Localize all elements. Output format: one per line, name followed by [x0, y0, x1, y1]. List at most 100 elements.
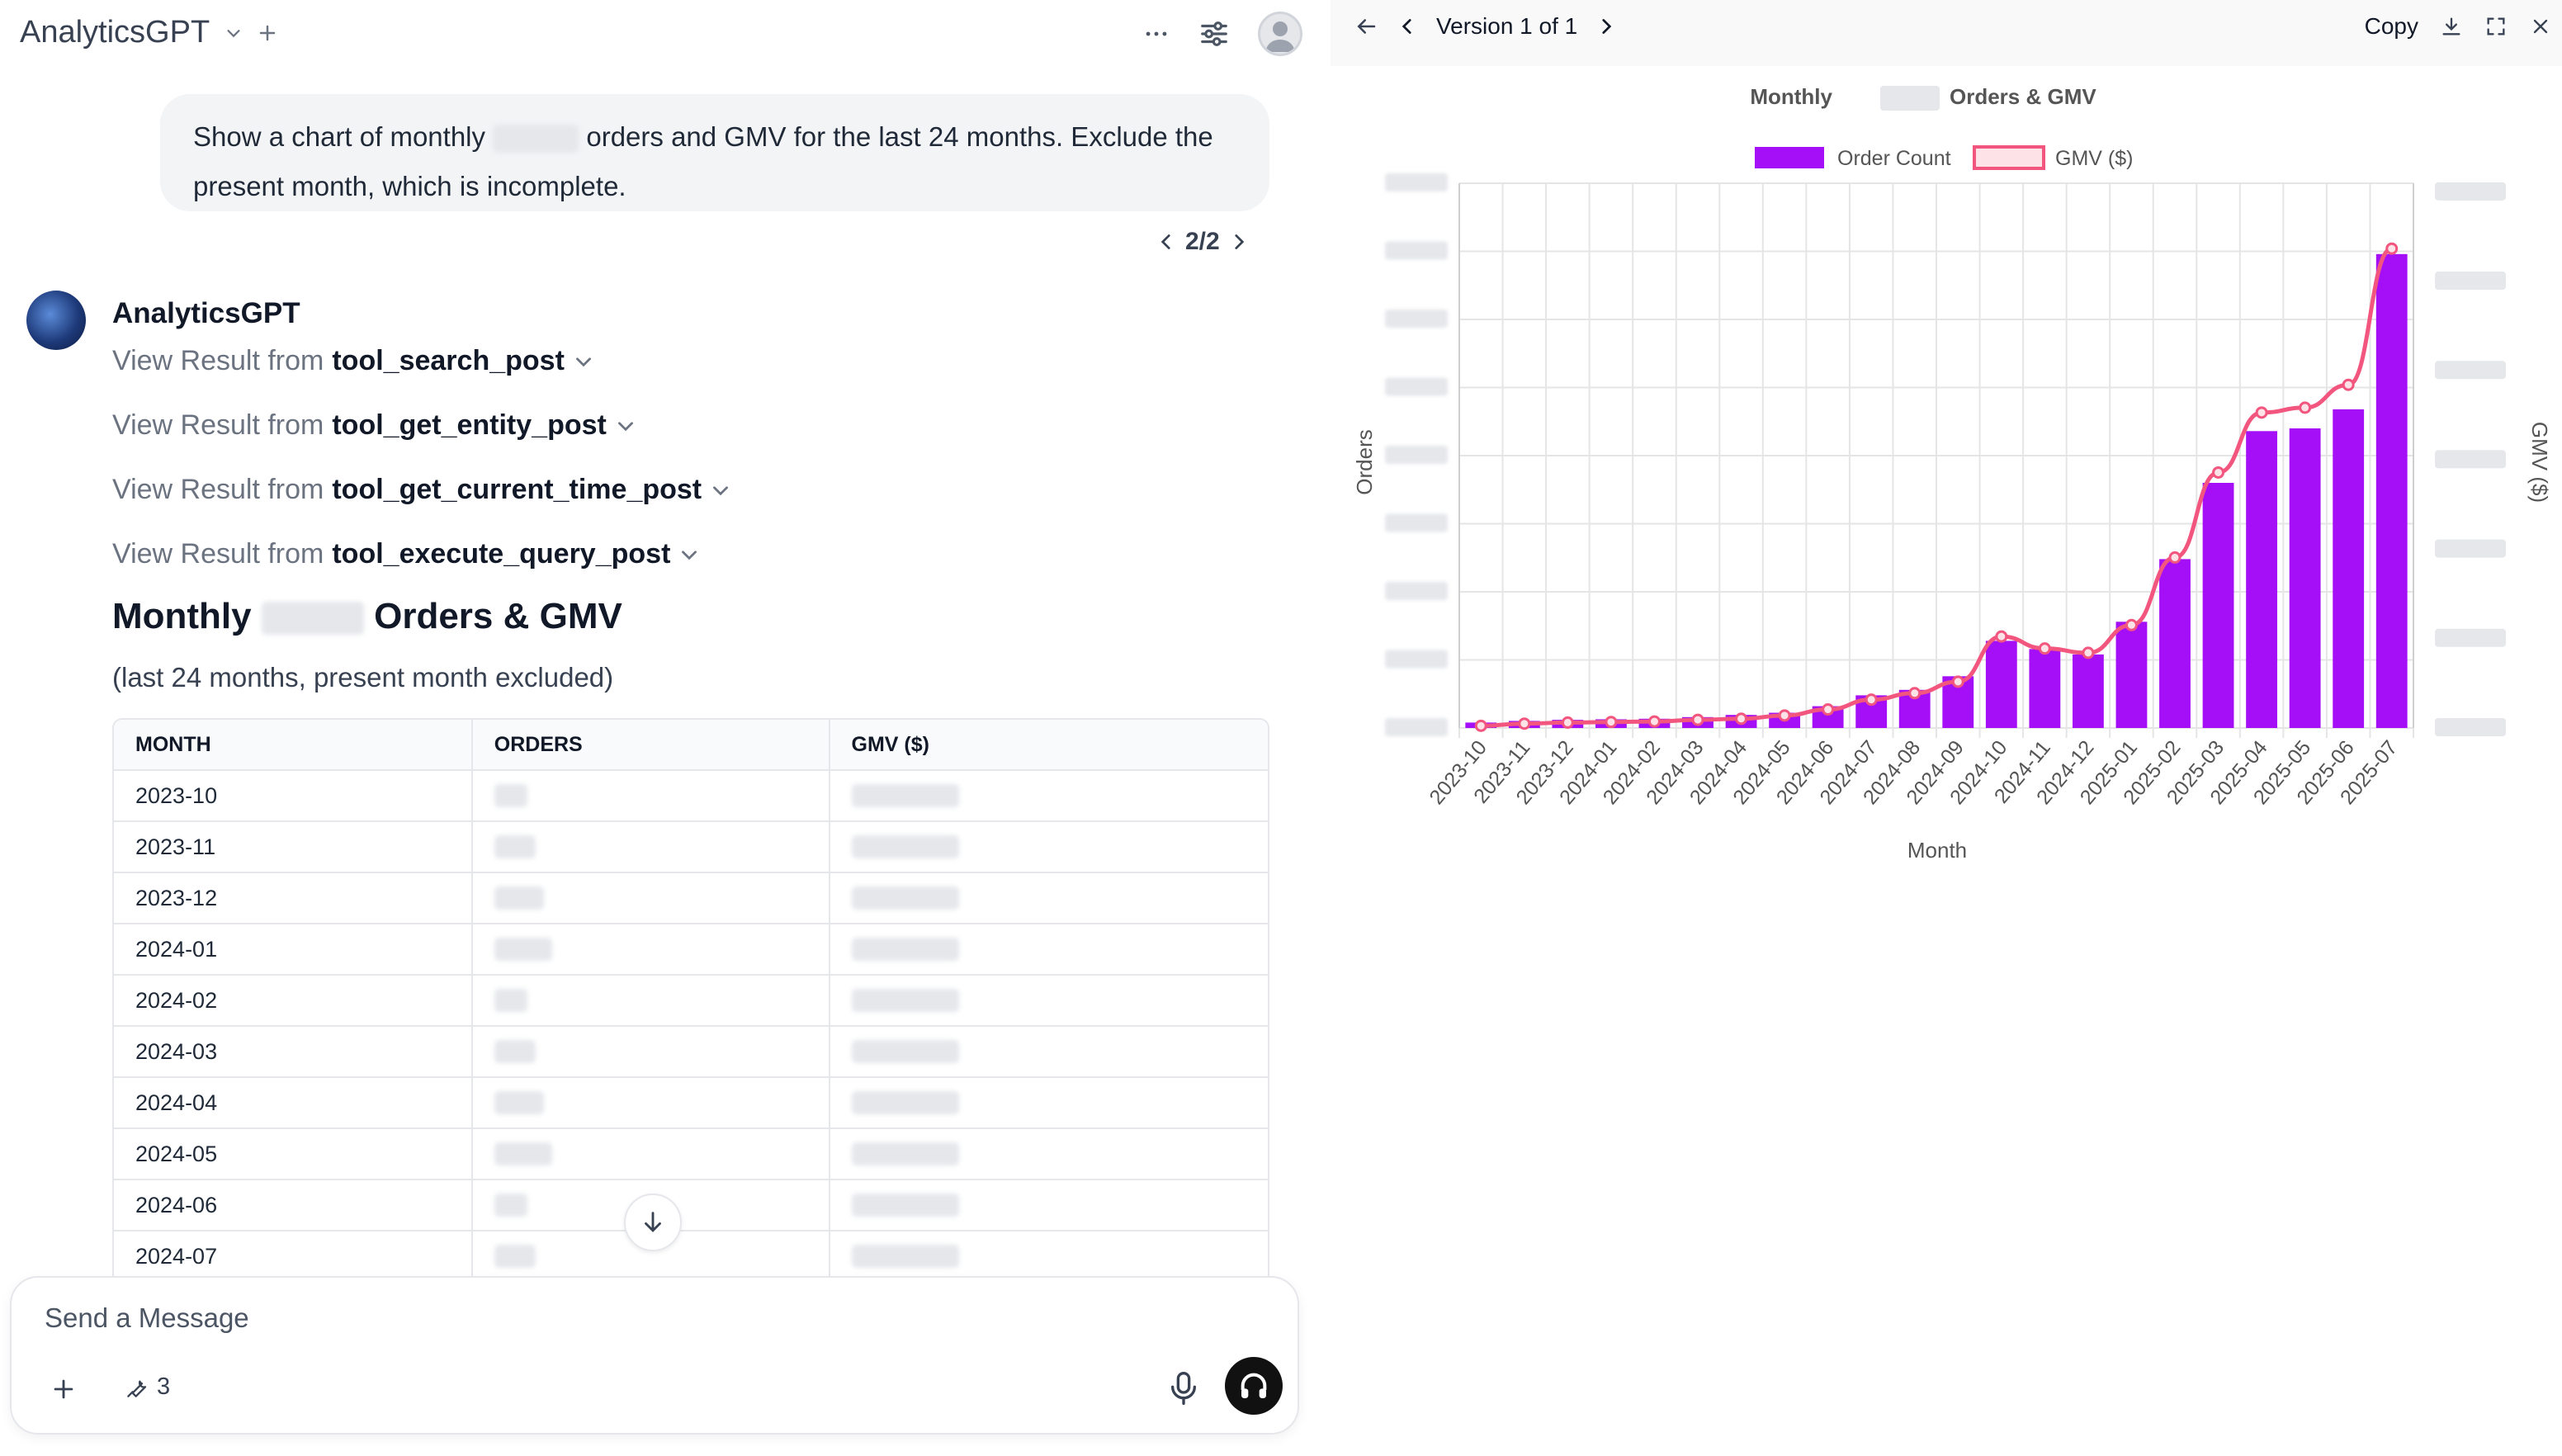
bar-order-count [1985, 641, 2017, 728]
tool-name: tool_search_post [332, 345, 565, 376]
redacted-text [261, 602, 364, 636]
more-options-icon[interactable] [1142, 20, 1170, 48]
y-tick-left-redacted [1385, 310, 1448, 328]
legend-label-gmv: GMV ($) [2055, 147, 2133, 170]
redacted-value [494, 1040, 536, 1063]
chevron-right-icon[interactable] [1595, 16, 1617, 37]
tool-result-prefix: View Result from [112, 345, 324, 376]
tool-result-toggle[interactable]: View Result from tool_get_entity_post [112, 409, 636, 442]
chart-legend: Order Count GMV ($) [1755, 145, 2133, 170]
x-axis-label: Month [1907, 838, 1967, 863]
pager-label: 2/2 [1185, 228, 1220, 255]
chevron-down-icon[interactable] [573, 351, 594, 372]
scroll-to-bottom-button[interactable] [624, 1194, 682, 1251]
artifact-nav: Version 1 of 1 [1354, 13, 1617, 40]
chat-panel: AnalyticsGPT Show [0, 0, 1331, 1435]
table-row: 2023-12 [114, 873, 1268, 924]
gmv-point [1561, 716, 1574, 729]
copy-button[interactable]: Copy [2364, 13, 2418, 39]
tool-result-toggle[interactable]: View Result from tool_execute_query_post [112, 538, 700, 570]
chevron-down-icon[interactable] [678, 544, 700, 565]
redacted-value [851, 989, 959, 1012]
y-tick-left-redacted [1385, 377, 1448, 396]
gmv-cell [830, 976, 1268, 1025]
chevron-down-icon[interactable] [225, 24, 243, 42]
version-label: Version 1 of 1 [1436, 13, 1578, 39]
chevron-right-icon[interactable] [1228, 231, 1250, 253]
y-tick-right-redacted [2435, 539, 2506, 558]
month-cell: 2024-03 [114, 1027, 473, 1076]
y-tick-right-redacted [2435, 450, 2506, 469]
microphone-icon[interactable] [1167, 1369, 1200, 1408]
table-row: 2024-07 [114, 1231, 1268, 1283]
gmv-cell [830, 1129, 1268, 1179]
y-tick-right-redacted [2435, 361, 2506, 380]
y-axis-right-label: GMV ($) [2527, 422, 2552, 503]
month-cell: 2024-02 [114, 976, 473, 1025]
gmv-cell [830, 1027, 1268, 1076]
redacted-value [494, 1091, 544, 1114]
orders-cell [473, 1027, 830, 1076]
redacted-value [494, 938, 552, 961]
redacted-value [851, 1142, 959, 1165]
tool-result-prefix: View Result from [112, 474, 324, 505]
gmv-point [2212, 466, 2225, 479]
redacted-value [851, 1091, 959, 1114]
chevron-down-icon[interactable] [615, 415, 636, 437]
gmv-point [2168, 551, 2181, 564]
gmv-cell [830, 1078, 1268, 1127]
y-tick-left-redacted [1385, 241, 1448, 260]
gmv-point [2385, 242, 2399, 255]
chevron-left-icon[interactable] [1156, 231, 1177, 253]
redacted-value [851, 1040, 959, 1063]
gmv-point [1908, 687, 1922, 700]
chevron-down-icon[interactable] [710, 480, 731, 501]
chat-topbar: AnalyticsGPT [0, 0, 1331, 68]
gmv-point [1735, 712, 1748, 726]
message-input[interactable] [45, 1302, 1118, 1334]
gmv-point [2342, 378, 2355, 391]
arrow-left-icon[interactable] [1354, 14, 1378, 39]
table-row: 2024-03 [114, 1027, 1268, 1078]
orders-cell [473, 976, 830, 1025]
table-row: 2024-01 [114, 924, 1268, 976]
tools-button[interactable]: 3 [124, 1373, 170, 1401]
table-row: 2023-11 [114, 822, 1268, 873]
voice-mode-button[interactable] [1225, 1357, 1283, 1415]
bar-order-count [2115, 622, 2148, 728]
redacted-value [494, 784, 527, 807]
table-row: 2024-06 [114, 1180, 1268, 1231]
redacted-value [494, 835, 536, 858]
add-model-icon[interactable] [258, 23, 277, 43]
plus-icon[interactable] [50, 1375, 78, 1403]
gmv-point [1865, 693, 1878, 707]
assistant-avatar [26, 291, 86, 350]
tool-result-toggle[interactable]: View Result from tool_get_current_time_p… [112, 474, 731, 506]
gmv-cell [830, 822, 1268, 872]
chevron-left-icon[interactable] [1397, 16, 1418, 37]
orders-gmv-chart: Monthly Orders & GMV Order Count GMV ($)… [1352, 84, 2552, 863]
expand-icon[interactable] [2484, 15, 2508, 38]
headphones-icon [1241, 1373, 1267, 1398]
result-heading-end: Orders & GMV [374, 596, 622, 636]
gmv-point [1605, 716, 1618, 729]
orders-cell [473, 822, 830, 872]
redacted-value [494, 989, 527, 1012]
user-avatar[interactable] [1258, 12, 1302, 56]
gmv-point [1822, 703, 1835, 716]
table-row: 2024-02 [114, 976, 1268, 1027]
controls-sliders-icon[interactable] [1198, 18, 1230, 50]
x-axis-tick-labels: 2023-102023-112023-122024-012024-022024-… [1425, 736, 2402, 809]
redacted-value [851, 886, 959, 910]
results-table: MONTH ORDERS GMV ($) 2023-10 2023-11 2023-… [112, 718, 1269, 1284]
redacted-text [1880, 86, 1940, 111]
gmv-point [2255, 406, 2268, 419]
close-icon[interactable] [2529, 15, 2552, 38]
y-tick-left-redacted [1385, 582, 1448, 600]
model-selector[interactable]: AnalyticsGPT [20, 15, 277, 50]
user-message-bubble: Show a chart of monthly orders and GMV f… [160, 94, 1269, 211]
month-cell: 2023-10 [114, 771, 473, 820]
line-series-gmv [1474, 242, 2399, 732]
download-icon[interactable] [2440, 15, 2463, 38]
tool-result-toggle[interactable]: View Result from tool_search_post [112, 345, 594, 377]
